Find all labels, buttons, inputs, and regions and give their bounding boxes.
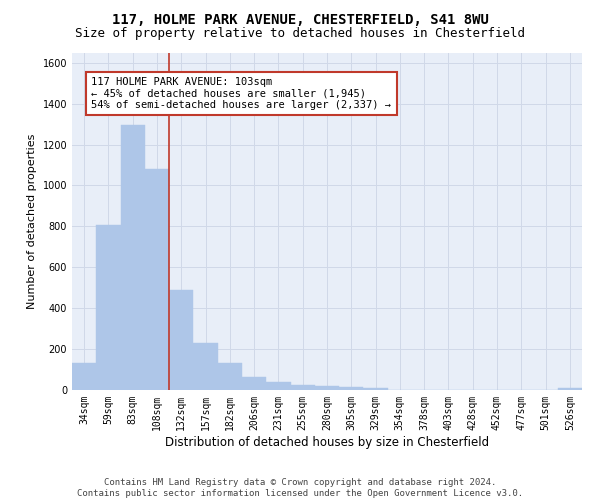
Text: Contains HM Land Registry data © Crown copyright and database right 2024.
Contai: Contains HM Land Registry data © Crown c… [77,478,523,498]
Bar [242,376,266,390]
Bar [558,388,582,390]
Bar [266,382,290,390]
X-axis label: Distribution of detached houses by size in Chesterfield: Distribution of detached houses by size … [165,436,489,448]
Bar [315,386,339,390]
Text: 117 HOLME PARK AVENUE: 103sqm
← 45% of detached houses are smaller (1,945)
54% o: 117 HOLME PARK AVENUE: 103sqm ← 45% of d… [91,77,391,110]
Bar [290,385,315,390]
Bar [169,290,193,390]
Bar [96,226,121,390]
Bar [364,388,388,390]
Y-axis label: Number of detached properties: Number of detached properties [27,134,37,309]
Bar [339,388,364,390]
Bar [193,344,218,390]
Text: Size of property relative to detached houses in Chesterfield: Size of property relative to detached ho… [75,28,525,40]
Bar [121,125,145,390]
Bar [218,364,242,390]
Text: 117, HOLME PARK AVENUE, CHESTERFIELD, S41 8WU: 117, HOLME PARK AVENUE, CHESTERFIELD, S4… [112,12,488,26]
Bar [145,169,169,390]
Bar [72,362,96,390]
